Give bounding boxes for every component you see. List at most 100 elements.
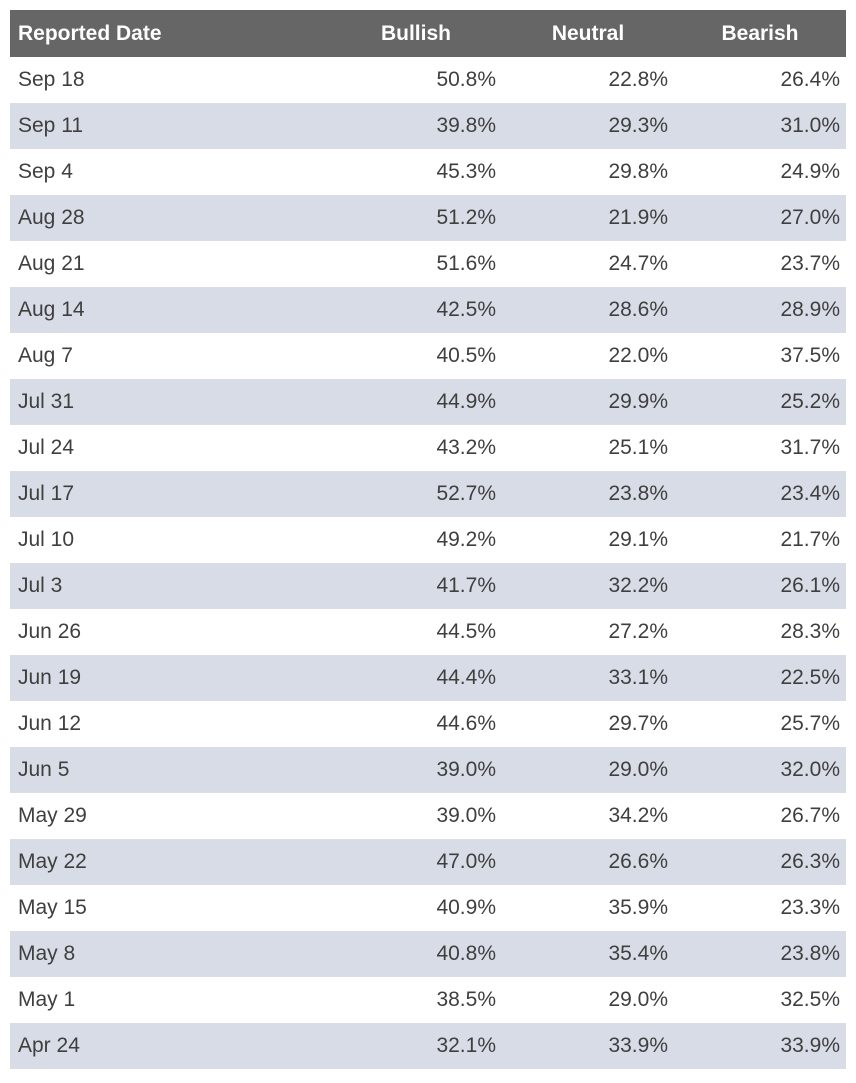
table-row: Sep 11 39.8% 29.3% 31.0% — [10, 103, 846, 149]
cell-bullish: 44.9% — [436, 390, 496, 413]
table-row: Jun 5 39.0% 29.0% 32.0% — [10, 747, 846, 793]
table-row: Jul 3 41.7% 32.2% 26.1% — [10, 563, 846, 609]
cell-bearish: 28.9% — [780, 298, 840, 321]
cell-bullish: 50.8% — [436, 68, 496, 91]
cell-date: May 1 — [18, 988, 76, 1011]
cell-neutral: 22.0% — [608, 344, 668, 367]
cell-date: May 8 — [18, 942, 76, 965]
cell-bearish: 25.7% — [780, 712, 840, 735]
cell-neutral: 24.7% — [608, 252, 668, 275]
table-row: May 29 39.0% 34.2% 26.7% — [10, 793, 846, 839]
cell-neutral: 33.9% — [608, 1034, 668, 1057]
cell-neutral: 22.8% — [608, 68, 668, 91]
column-header-neutral[interactable]: Neutral — [502, 10, 674, 57]
cell-bullish: 42.5% — [436, 298, 496, 321]
cell-bullish: 32.1% — [436, 1034, 496, 1057]
table-row: Jun 26 44.5% 27.2% 28.3% — [10, 609, 846, 655]
cell-neutral: 23.8% — [608, 482, 668, 505]
cell-bearish: 27.0% — [780, 206, 840, 229]
cell-bearish: 23.7% — [780, 252, 840, 275]
cell-bullish: 47.0% — [436, 850, 496, 873]
cell-bullish: 39.0% — [436, 804, 496, 827]
cell-date: Jul 31 — [18, 390, 75, 413]
column-header-bearish[interactable]: Bearish — [674, 10, 846, 57]
cell-bearish: 26.3% — [780, 850, 840, 873]
cell-bullish: 40.9% — [436, 896, 496, 919]
cell-bullish: 49.2% — [436, 528, 496, 551]
cell-date: Jun 26 — [18, 620, 82, 643]
table-row: May 1 38.5% 29.0% 32.5% — [10, 977, 846, 1023]
cell-bearish: 32.5% — [780, 988, 840, 1011]
cell-date: Apr 24 — [18, 1034, 80, 1057]
cell-bearish: 23.8% — [780, 942, 840, 965]
cell-date: Jun 5 — [18, 758, 70, 781]
cell-date: Sep 11 — [18, 114, 83, 137]
cell-neutral: 33.1% — [608, 666, 668, 689]
cell-neutral: 29.7% — [608, 712, 668, 735]
cell-bullish: 45.3% — [436, 160, 496, 183]
cell-bearish: 37.5% — [780, 344, 840, 367]
cell-bearish: 28.3% — [780, 620, 840, 643]
cell-bearish: 33.9% — [780, 1034, 840, 1057]
cell-bearish: 25.2% — [780, 390, 840, 413]
cell-date: May 15 — [18, 896, 87, 919]
cell-bullish: 39.0% — [436, 758, 496, 781]
cell-bearish: 31.0% — [780, 114, 840, 137]
cell-neutral: 35.4% — [608, 942, 668, 965]
cell-bullish: 52.7% — [436, 482, 496, 505]
cell-bearish: 24.9% — [780, 160, 840, 183]
table-row: Aug 14 42.5% 28.6% 28.9% — [10, 287, 846, 333]
cell-date: Sep 18 — [18, 68, 85, 91]
column-header-date[interactable]: Reported Date — [10, 10, 330, 57]
cell-neutral: 29.0% — [608, 988, 668, 1011]
cell-date: Aug 14 — [18, 298, 85, 321]
cell-date: Jul 10 — [18, 528, 75, 551]
cell-bearish: 31.7% — [780, 436, 840, 459]
table-row: Aug 21 51.6% 24.7% 23.7% — [10, 241, 846, 287]
cell-bullish: 40.5% — [436, 344, 496, 367]
cell-neutral: 21.9% — [608, 206, 668, 229]
cell-date: May 29 — [18, 804, 87, 827]
table-row: Sep 4 45.3% 29.8% 24.9% — [10, 149, 846, 195]
table-row: May 8 40.8% 35.4% 23.8% — [10, 931, 846, 977]
cell-neutral: 28.6% — [608, 298, 668, 321]
cell-neutral: 29.1% — [608, 528, 668, 551]
cell-bullish: 44.6% — [436, 712, 496, 735]
cell-neutral: 35.9% — [608, 896, 668, 919]
cell-bullish: 44.4% — [436, 666, 496, 689]
table-row: Sep 18 50.8% 22.8% 26.4% — [10, 57, 846, 103]
cell-bullish: 39.8% — [436, 114, 496, 137]
table-row: Jul 24 43.2% 25.1% 31.7% — [10, 425, 846, 471]
cell-bearish: 32.0% — [780, 758, 840, 781]
cell-date: Sep 4 — [18, 160, 73, 183]
cell-date: Jun 19 — [18, 666, 82, 689]
cell-neutral: 27.2% — [608, 620, 668, 643]
cell-date: Jul 24 — [18, 436, 75, 459]
table-row: Jun 19 44.4% 33.1% 22.5% — [10, 655, 846, 701]
table-row: Apr 24 32.1% 33.9% 33.9% — [10, 1023, 846, 1069]
cell-neutral: 29.3% — [608, 114, 668, 137]
cell-neutral: 25.1% — [608, 436, 668, 459]
table-row: Jul 17 52.7% 23.8% 23.4% — [10, 471, 846, 517]
cell-bullish: 51.6% — [436, 252, 496, 275]
table-row: May 15 40.9% 35.9% 23.3% — [10, 885, 846, 931]
table-row: Aug 7 40.5% 22.0% 37.5% — [10, 333, 846, 379]
cell-date: Jul 3 — [18, 574, 63, 597]
cell-bullish: 44.5% — [436, 620, 496, 643]
cell-bearish: 23.4% — [780, 482, 840, 505]
cell-neutral: 29.9% — [608, 390, 668, 413]
column-header-bullish[interactable]: Bullish — [330, 10, 502, 57]
table-row: Jul 10 49.2% 29.1% 21.7% — [10, 517, 846, 563]
cell-bearish: 26.4% — [780, 68, 840, 91]
cell-date: Aug 28 — [18, 206, 85, 229]
cell-bullish: 51.2% — [436, 206, 496, 229]
cell-bearish: 26.1% — [780, 574, 840, 597]
cell-bearish: 23.3% — [780, 896, 840, 919]
cell-bullish: 41.7% — [436, 574, 496, 597]
cell-neutral: 32.2% — [608, 574, 668, 597]
cell-date: May 22 — [18, 850, 87, 873]
table-header-row: Reported Date Bullish Neutral Bearish — [10, 10, 846, 57]
cell-bearish: 21.7% — [780, 528, 840, 551]
table-header: Reported Date Bullish Neutral Bearish — [10, 10, 846, 57]
cell-date: Aug 21 — [18, 252, 85, 275]
